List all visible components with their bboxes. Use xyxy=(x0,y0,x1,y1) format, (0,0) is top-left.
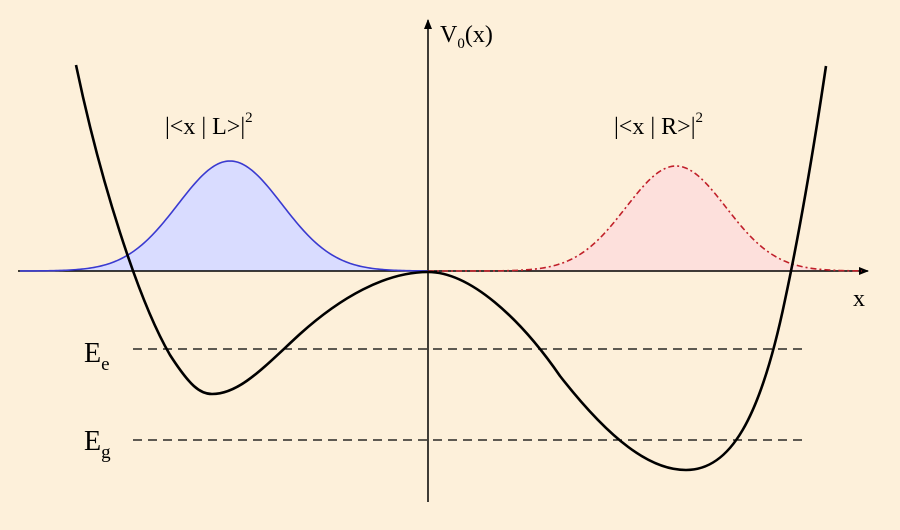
right-wavefunction-label: |<x | R>|2 xyxy=(614,110,703,140)
excited-energy-label: Ee xyxy=(84,338,110,375)
left-wavefunction-label: |<x | L>|2 xyxy=(165,110,253,140)
x-axis-label: x xyxy=(853,286,865,312)
ground-energy-label: Eg xyxy=(84,426,111,463)
right-wavefunction-fill xyxy=(428,166,862,271)
left-wavefunction-fill xyxy=(20,161,428,271)
y-axis-label: V0(x) xyxy=(440,22,493,52)
potential-curve xyxy=(74,64,828,472)
right-wavefunction-curve xyxy=(428,165,863,272)
left-wavefunction-curve xyxy=(19,160,429,272)
